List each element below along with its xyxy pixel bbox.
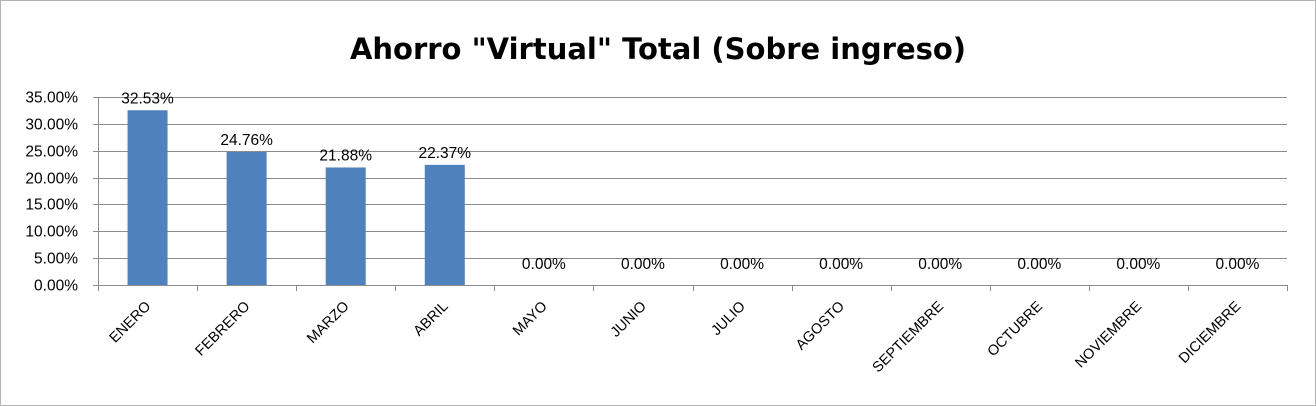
y-tick-label: 0.00% <box>34 278 78 295</box>
data-labels: 32.53% 24.76% 21.88% 22.37% 0.00% 0.00% 0.00% 0… <box>121 90 1259 273</box>
data-label: 0.00% <box>1017 256 1061 273</box>
gridlines <box>98 97 1287 259</box>
bar-enero <box>127 110 168 285</box>
bar-febrero <box>226 152 267 285</box>
chart-title: Ahorro "Virtual" Total (Sobre ingreso) <box>350 32 966 66</box>
y-tick-label: 10.00% <box>25 224 78 241</box>
data-label: 0.00% <box>1116 256 1160 273</box>
data-label: 22.37% <box>419 145 472 162</box>
axes <box>93 97 1288 291</box>
x-tick-label: SEPTIEMBRE <box>870 298 948 376</box>
x-tick-label: DICIEMBRE <box>1176 298 1245 367</box>
data-label: 0.00% <box>918 256 962 273</box>
data-label: 0.00% <box>819 256 863 273</box>
y-tick-label: 20.00% <box>25 171 78 188</box>
data-label: 0.00% <box>1215 256 1259 273</box>
y-tick-labels: 0.00% 5.00% 10.00% 15.00% 20.00% 25.00% 30.00%… <box>25 90 78 295</box>
x-tick-label: AGOSTO <box>793 299 848 354</box>
y-tick-label: 5.00% <box>34 251 78 268</box>
x-tick-label: NOVIEMBRE <box>1072 298 1145 371</box>
data-label: 0.00% <box>720 256 764 273</box>
x-tick-label: JUNIO <box>608 299 650 341</box>
x-tick-label: OCTUBRE <box>985 298 1047 360</box>
data-label: 24.76% <box>220 132 273 149</box>
y-tick-label: 30.00% <box>25 117 78 134</box>
data-label: 21.88% <box>319 147 372 164</box>
bars <box>127 110 465 285</box>
x-tick-label: MAYO <box>510 299 551 340</box>
y-tick-label: 25.00% <box>25 144 78 161</box>
data-label: 0.00% <box>621 256 665 273</box>
x-tick-labels: ENERO FEBRERO MARZO ABRIL MAYO JUNIO JULIO AGOS… <box>107 298 1245 376</box>
bar-marzo <box>325 167 366 285</box>
bar-abril <box>424 164 465 285</box>
y-tick-label: 35.00% <box>25 90 78 107</box>
x-tick-label: ABRIL <box>411 299 452 340</box>
x-tick-label: ENERO <box>107 299 155 347</box>
x-tick-label: FEBRERO <box>193 299 254 360</box>
x-tick-label: JULIO <box>708 299 748 339</box>
x-tick-label: MARZO <box>304 299 352 347</box>
data-label: 32.53% <box>121 90 174 107</box>
data-label: 0.00% <box>522 256 566 273</box>
y-tick-label: 15.00% <box>25 197 78 214</box>
